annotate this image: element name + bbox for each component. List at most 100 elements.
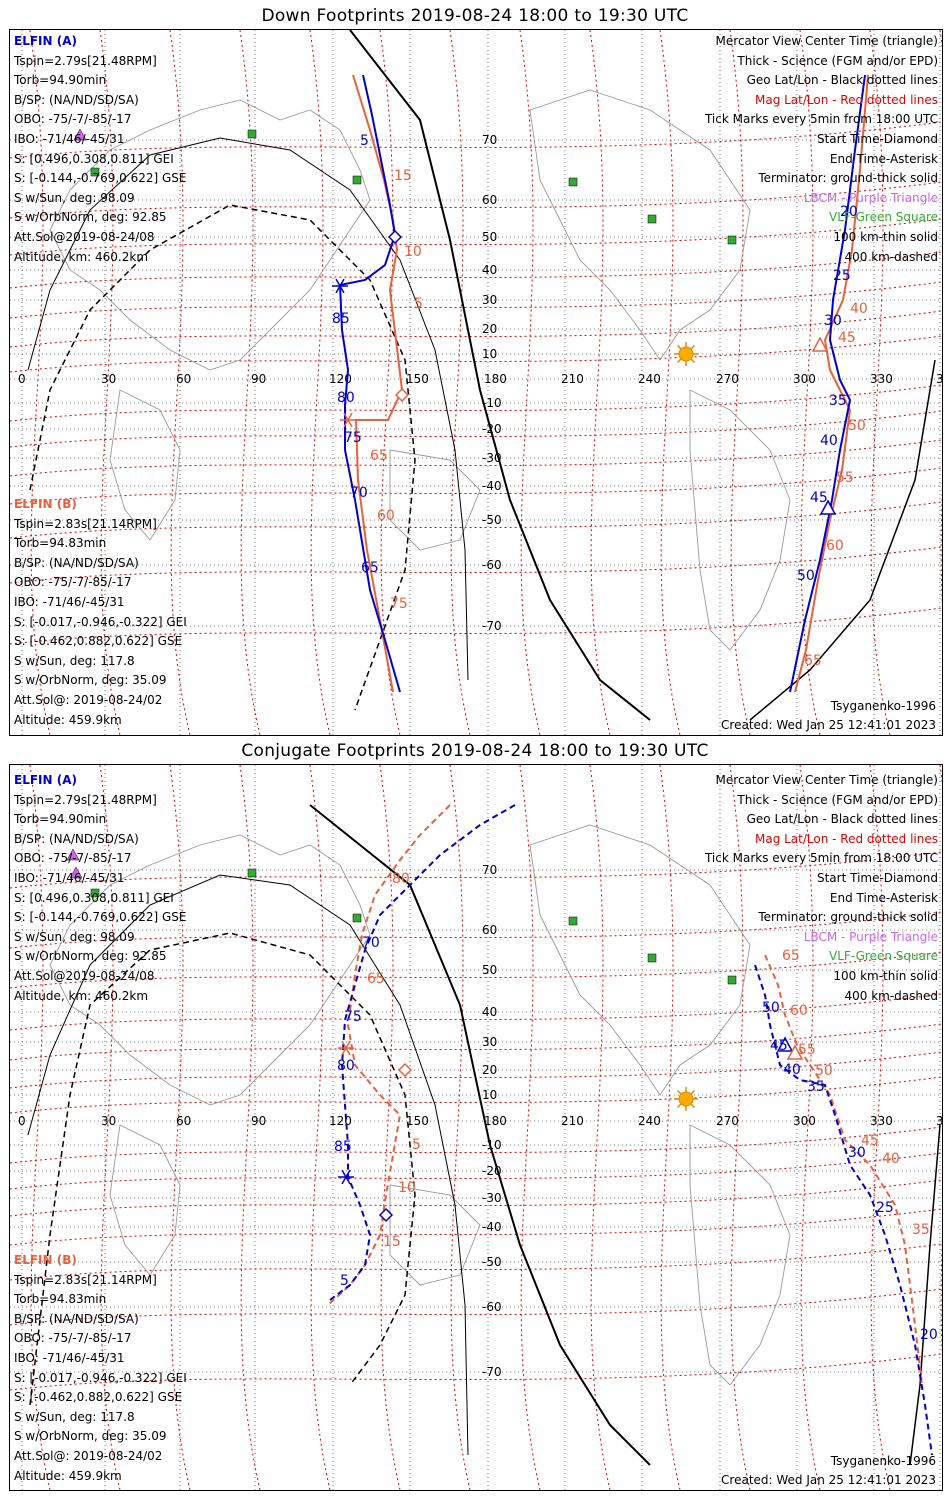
mag-lat-line	[10, 281, 942, 319]
lat-label: 50	[482, 963, 497, 977]
elfin-a-tick-label: 30	[824, 313, 842, 329]
legend-terminator: Terminator: ground-thick solid	[758, 171, 938, 186]
lat-label: -20	[482, 422, 502, 436]
lat-label: -60	[482, 558, 502, 572]
legend-thick: Thick - Science (FGM and/or EPD)	[737, 792, 938, 807]
conjugate-footprints-map: 70 60 50 40 30 20 10 -10 -20 -30 -40 -50 -60 -70 0 30 60…	[9, 764, 943, 1491]
mag-lat-line	[10, 439, 942, 477]
elfin-a-track	[754, 964, 933, 1456]
lon-label: 180	[484, 372, 507, 386]
elfin-a-tick-label: 85	[334, 1139, 352, 1155]
lat-label: 50	[482, 230, 497, 244]
elfin-b-bsp: B/SP: (NA/ND/SD/SA)	[14, 1311, 139, 1326]
elfin-b-info: ELFIN (B) Tspin=2.83s[21.14RPM] Torb=94.…	[14, 1251, 187, 1486]
mag-lon-line	[449, 30, 471, 735]
mag-lat-line	[10, 218, 942, 256]
elfin-b-ibo: IBO: -71/46/-45/31	[14, 1350, 125, 1365]
elfin-b-info: ELFIN (B) Tspin=2.83s[21.14RPM] Torb=94.…	[14, 495, 187, 730]
elfin-a-bsp: B/SP: (NA/ND/SD/SA)	[14, 831, 139, 846]
elfin-a-tick-label: 25	[876, 1200, 894, 1216]
lon-label: 330	[870, 1114, 893, 1128]
elfin-b-ibo: IBO: -71/46/-45/31	[14, 594, 125, 609]
elfin-b-start-diamond-icon	[394, 387, 410, 403]
terminator-ground-line	[309, 804, 651, 1466]
mag-lat-line	[10, 251, 942, 289]
mag-lat-line	[10, 1179, 942, 1217]
mag-lat-line	[10, 1208, 942, 1246]
elfin-b-torb: Torb=94.83min	[14, 1292, 107, 1307]
vlf-station-icon	[90, 888, 100, 898]
mag-lon-line	[29, 30, 51, 735]
legend-geo: Geo Lat/Lon - Black dotted lines	[746, 73, 938, 88]
coastline	[389, 449, 481, 551]
mag-lon-line	[379, 30, 401, 735]
elfin-b-tick-label: 15	[383, 1234, 401, 1250]
mag-lon-line	[169, 30, 191, 735]
sun-ray	[676, 1103, 682, 1109]
elfin-b-tick-label: 60	[826, 538, 844, 554]
elfin-b-header: ELFIN (B)	[14, 497, 77, 511]
lat-label: -70	[482, 619, 502, 633]
elfin-b-tick-label: 10	[398, 1180, 416, 1196]
vlf-station-icon	[352, 175, 362, 185]
mag-lat-line	[10, 851, 942, 889]
sun-ray	[676, 344, 682, 350]
elfin-a-gse: S: [-0.144,-0.769,0.622] GSE	[14, 910, 187, 925]
elfin-a-track	[789, 74, 866, 693]
vlf-station-icon	[90, 167, 100, 177]
legend-mag: Mag Lat/Lon - Red dotted lines	[754, 92, 938, 107]
elfin-b-tick-label: 35	[912, 1222, 930, 1238]
elfin-b-torb: Torb=94.83min	[14, 536, 107, 551]
mag-lon-line	[169, 765, 191, 1490]
elfin-a-obo: OBO: -75/-7/-85/-17	[14, 112, 132, 127]
elfin-a-bsp: B/SP: (NA/ND/SD/SA)	[14, 92, 139, 107]
elfin-b-tick-label: 50	[848, 418, 866, 434]
elfin-a-tick-label: 75	[344, 1009, 362, 1025]
down-footprints-title: Down Footprints 2019-08-24 18:00 to 19:3…	[261, 6, 689, 26]
elfin-b-gei: S: [-0.017,-0.946,-0.322] GEI	[14, 1370, 187, 1385]
elfin-a-tick-label: 70	[350, 485, 368, 501]
lon-label: 150	[406, 372, 429, 386]
legend-end: End Time-Asterisk	[829, 890, 938, 905]
lat-label: 20	[482, 322, 497, 336]
vlf-station-icon	[247, 129, 257, 139]
elfin-a-header: ELFIN (A)	[14, 34, 77, 48]
lat-label: 70	[482, 133, 497, 147]
legend-400km: 400 km-dashed	[844, 988, 938, 1003]
lon-label: 240	[638, 372, 661, 386]
lat-label: 60	[482, 193, 497, 207]
elfin-a-obo: OBO: -75/-7/-85/-17	[14, 851, 132, 866]
mag-lat-line	[10, 1288, 942, 1326]
legend-start: Start Time-Diamond	[816, 870, 938, 885]
elfin-b-tick-label: 55	[836, 470, 854, 486]
lon-label: 210	[561, 1114, 584, 1128]
elfin-a-tick-label: 20	[840, 204, 858, 220]
down-footprints-map: 70 60 50 40 30 20 10 -10 -20 -30 -40 -50 -60 -70 0 30 60…	[9, 29, 943, 736]
created-label: Created: Wed Jan 25 12:41:01 2023	[721, 718, 936, 732]
mag-lat-line	[10, 501, 942, 539]
lat-label: 10	[482, 1088, 497, 1102]
elfin-b-sun-angle: S w/Sun, deg: 117.8	[14, 1409, 135, 1424]
mag-lat-line	[10, 993, 942, 1031]
mag-lat-line	[10, 467, 942, 505]
elfin-b-track	[794, 74, 869, 693]
lat-label: 10	[482, 347, 497, 361]
elfin-b-tick-label: 65	[370, 448, 388, 464]
elfin-a-header: ELFIN (A)	[14, 773, 77, 787]
lon-label: 90	[251, 372, 266, 386]
elfin-a-start-diamond-icon	[387, 229, 403, 245]
sun-ray	[676, 1089, 682, 1095]
lon-label: 360	[936, 1114, 942, 1128]
mag-lat-line	[10, 384, 942, 422]
elfin-a-track	[329, 804, 516, 1301]
legend-terminator: Terminator: ground-thick solid	[758, 910, 938, 925]
elfin-a-tick-label: 40	[820, 433, 838, 449]
lat-label: -50	[482, 1255, 502, 1269]
legend-vlf: VLF-Green Square	[829, 210, 938, 225]
elfin-a-tick-label: 20	[920, 1327, 938, 1343]
lbcm-triangle-icon	[69, 866, 83, 879]
elfin-a-end-asterisk-icon	[335, 278, 345, 294]
elfin-b-gei: S: [-0.017,-0.946,-0.322] GEI	[14, 614, 187, 629]
lon-label: 330	[870, 372, 893, 386]
coastline	[529, 89, 751, 361]
